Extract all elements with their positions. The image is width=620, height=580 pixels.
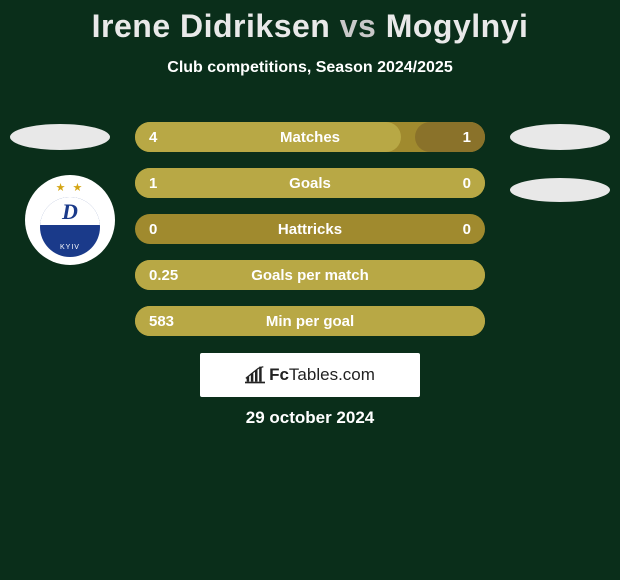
stat-label: Hattricks	[135, 221, 485, 238]
stat-row: 0.25Goals per match	[135, 260, 485, 290]
player2-avatar-placeholder	[510, 124, 610, 150]
player1-name: Irene Didriksen	[92, 8, 331, 44]
bar-chart-icon	[245, 366, 265, 384]
stat-label: Min per goal	[135, 313, 485, 330]
vs-label: vs	[340, 8, 377, 44]
stat-row: 583Min per goal	[135, 306, 485, 336]
stat-label: Goals per match	[135, 267, 485, 284]
badge-circle: ★ ★ D KYIV	[25, 175, 115, 265]
brand-badge[interactable]: FcTables.com	[200, 353, 420, 397]
page-title: Irene Didriksen vs Mogylnyi	[0, 0, 620, 45]
stat-value-right: 0	[463, 221, 471, 238]
snapshot-date: 29 october 2024	[0, 408, 620, 428]
stat-label: Goals	[135, 175, 485, 192]
player1-club-badge: ★ ★ D KYIV	[25, 175, 115, 265]
player2-name: Mogylnyi	[386, 8, 529, 44]
stat-row: 1Goals0	[135, 168, 485, 198]
badge-stars-icon: ★ ★	[25, 181, 115, 194]
player2-club-placeholder	[510, 178, 610, 202]
brand-text: FcTables.com	[269, 365, 375, 385]
stat-value-right: 1	[463, 129, 471, 146]
stat-value-right: 0	[463, 175, 471, 192]
player1-avatar-placeholder	[10, 124, 110, 150]
stat-label: Matches	[135, 129, 485, 146]
brand-suffix: Tables.com	[289, 365, 375, 384]
stat-row: 4Matches1	[135, 122, 485, 152]
badge-shield-icon: D KYIV	[40, 197, 100, 257]
comparison-card: Irene Didriksen vs Mogylnyi Club competi…	[0, 0, 620, 580]
subtitle: Club competitions, Season 2024/2025	[0, 59, 620, 77]
stat-row: 0Hattricks0	[135, 214, 485, 244]
stats-list: 4Matches11Goals00Hattricks00.25Goals per…	[135, 122, 485, 352]
brand-prefix: Fc	[269, 365, 289, 384]
badge-letter: D	[40, 199, 100, 225]
badge-city: KYIV	[40, 244, 100, 251]
